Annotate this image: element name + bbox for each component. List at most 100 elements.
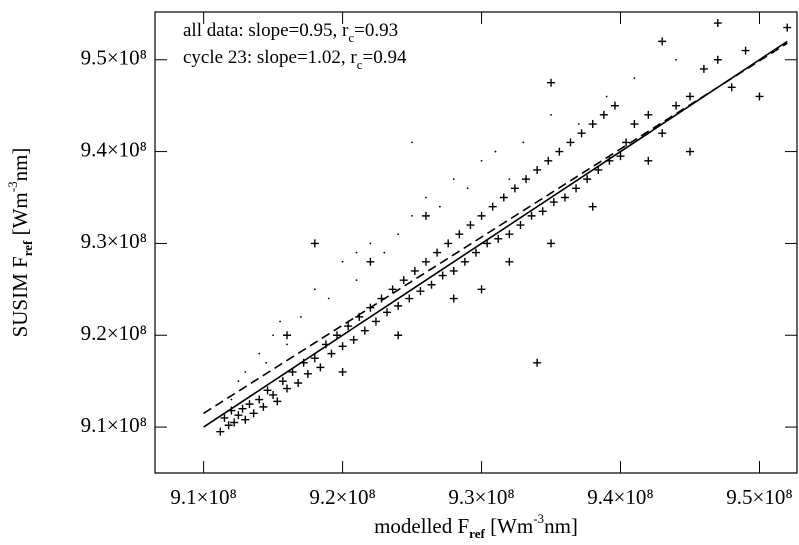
- plot-frame: [154, 11, 798, 474]
- point: [605, 95, 608, 98]
- point: [383, 308, 392, 317]
- point: [566, 138, 575, 147]
- point: [658, 37, 667, 46]
- point: [394, 301, 403, 310]
- x-tick-label: 9.3×10⁸: [448, 485, 514, 509]
- point: [455, 230, 464, 239]
- point: [216, 427, 225, 436]
- point: [494, 150, 497, 153]
- point: [341, 260, 344, 263]
- point: [355, 279, 358, 282]
- point: [588, 202, 597, 211]
- point: [599, 110, 608, 119]
- point: [522, 141, 525, 144]
- x-tick-label: 9.2×10⁸: [309, 485, 375, 509]
- point: [686, 92, 694, 101]
- point: [577, 123, 580, 125]
- point: [416, 287, 425, 296]
- point: [244, 371, 247, 373]
- x-axis-label-part: ref: [469, 526, 485, 541]
- point: [505, 257, 514, 266]
- point: [588, 120, 597, 129]
- annotation-part: all data: slope=0.95, r: [183, 20, 349, 41]
- point: [494, 234, 503, 243]
- point: [421, 211, 430, 220]
- point: [577, 129, 586, 138]
- fit-line: [203, 40, 788, 428]
- point: [355, 251, 358, 254]
- point: [594, 165, 603, 174]
- point: [405, 294, 414, 303]
- point: [538, 207, 547, 216]
- point: [644, 110, 653, 119]
- annotation-part: cycle 23: slope=1.02, r: [183, 47, 357, 68]
- point: [369, 242, 372, 245]
- point: [327, 297, 330, 300]
- point: [727, 83, 736, 92]
- point: [327, 349, 336, 358]
- y-tick-label: 9.1×10⁸: [81, 413, 147, 437]
- point: [713, 19, 722, 28]
- point: [658, 129, 667, 138]
- point: [452, 178, 455, 181]
- point: [303, 369, 312, 378]
- point: [466, 221, 475, 230]
- point: [410, 266, 419, 275]
- point: [483, 239, 492, 248]
- point: [480, 159, 483, 162]
- point: [527, 211, 536, 220]
- annotation: cycle 23: slope=1.02, rc=0.94: [183, 47, 407, 72]
- fit-line: [203, 42, 788, 414]
- point: [672, 101, 681, 110]
- point: [388, 285, 397, 294]
- y-tick-label: 9.5×10⁸: [81, 46, 147, 70]
- annotation-part: =0.93: [354, 20, 398, 41]
- point: [449, 266, 458, 275]
- y-tick-label: 9.2×10⁸: [81, 321, 147, 345]
- point: [338, 342, 347, 351]
- point: [783, 23, 792, 32]
- point: [466, 187, 469, 190]
- x-axis-label-part: nm]: [544, 514, 578, 538]
- point: [360, 326, 369, 335]
- point: [245, 400, 254, 409]
- point: [283, 384, 292, 393]
- point: [644, 156, 653, 165]
- annotation-part: c: [348, 30, 354, 45]
- point: [300, 315, 302, 318]
- annotation: all data: slope=0.95, rc=0.93: [183, 20, 398, 45]
- point: [533, 165, 542, 174]
- x-axis-label: modelled Fref [Wm-3nm]: [374, 511, 578, 541]
- point: [313, 288, 316, 291]
- point: [699, 64, 708, 73]
- point: [616, 152, 625, 161]
- x-tick-label: 9.1×10⁸: [170, 485, 236, 509]
- point: [550, 113, 552, 116]
- point: [273, 397, 282, 406]
- point: [294, 379, 303, 388]
- point: [633, 77, 636, 80]
- point: [371, 317, 380, 326]
- y-tick-label: 9.4×10⁸: [81, 137, 147, 161]
- point: [477, 211, 486, 220]
- point: [438, 205, 441, 208]
- point: [686, 147, 694, 156]
- point: [255, 395, 264, 404]
- point: [411, 141, 413, 144]
- point: [460, 257, 469, 266]
- point: [394, 331, 403, 340]
- point: [630, 120, 639, 129]
- point: [316, 363, 325, 372]
- point: [286, 343, 288, 346]
- point: [397, 233, 400, 236]
- annotation-part: c: [357, 57, 363, 72]
- y-axis-label: SUSIM Fref [Wm-3nm]: [5, 148, 35, 338]
- point: [230, 418, 239, 427]
- point: [349, 335, 358, 344]
- point: [549, 198, 558, 207]
- point: [259, 402, 268, 411]
- point: [344, 322, 353, 331]
- point: [265, 361, 268, 364]
- point: [272, 334, 275, 337]
